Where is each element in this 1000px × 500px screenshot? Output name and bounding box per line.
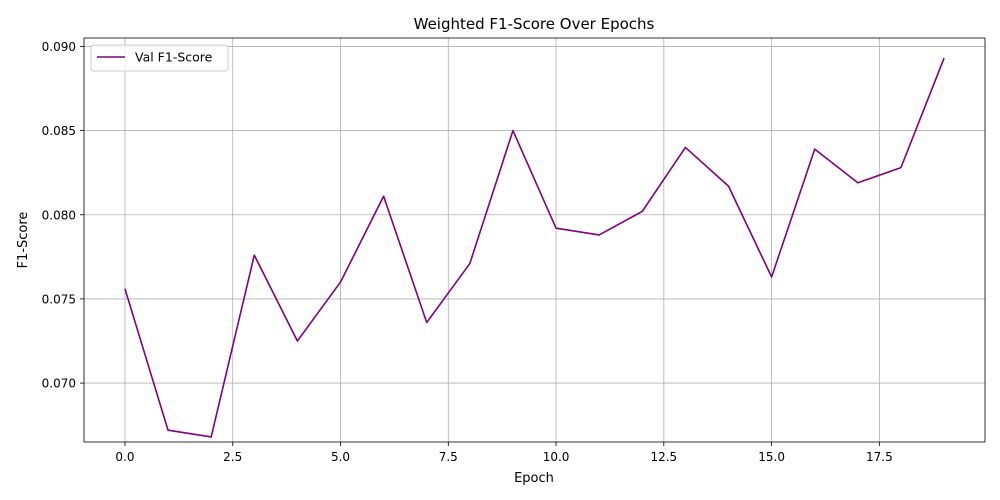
series-line-val-f1-score <box>124 57 945 438</box>
x-axis-label: Epoch <box>514 471 554 486</box>
data-point <box>771 276 773 278</box>
y-axis-ticks: 0.070 0.075 0.080 0.085 0.090 <box>42 40 84 391</box>
y-tick-label: 0.070 <box>42 377 76 391</box>
x-axis-ticks: 0.0 2.5 5.0 7.5 10.0 12.5 15.0 17.5 <box>115 442 893 464</box>
data-point <box>555 227 557 229</box>
y-tick-label: 0.085 <box>42 124 76 138</box>
data-point <box>340 281 342 283</box>
data-point <box>210 436 212 438</box>
data-point <box>814 148 816 150</box>
data-point <box>641 211 643 213</box>
legend: Val F1-Score <box>90 44 229 72</box>
data-point <box>857 182 859 184</box>
x-tick-label: 15.0 <box>758 450 785 464</box>
x-tick-label: 17.5 <box>866 450 893 464</box>
data-point <box>728 185 730 187</box>
data-point <box>685 147 687 149</box>
data-point <box>167 429 169 431</box>
y-tick-label: 0.080 <box>42 208 76 222</box>
plot-area <box>83 37 986 443</box>
data-point <box>469 263 471 265</box>
x-tick-label: 0.0 <box>115 450 134 464</box>
x-tick-label: 5.0 <box>331 450 350 464</box>
data-point <box>900 167 902 169</box>
x-tick-label: 2.5 <box>223 450 242 464</box>
data-point <box>426 322 428 324</box>
y-tick-label: 0.090 <box>42 40 76 54</box>
grid-lines <box>84 38 985 442</box>
legend-box <box>90 44 229 72</box>
x-tick-label: 10.0 <box>543 450 570 464</box>
legend-label: Val F1-Score <box>135 50 213 65</box>
data-point <box>297 340 299 342</box>
data-point <box>124 288 126 290</box>
data-point <box>512 130 514 132</box>
y-tick-label: 0.075 <box>42 292 76 306</box>
data-point <box>383 195 385 197</box>
data-point <box>598 234 600 236</box>
data-point <box>943 57 945 59</box>
y-axis-label: F1-Score <box>16 212 31 269</box>
series-group <box>124 57 945 438</box>
x-tick-label: 7.5 <box>439 450 458 464</box>
x-tick-label: 12.5 <box>650 450 677 464</box>
data-point <box>253 254 255 256</box>
chart-title: Weighted F1-Score Over Epochs <box>414 15 655 33</box>
